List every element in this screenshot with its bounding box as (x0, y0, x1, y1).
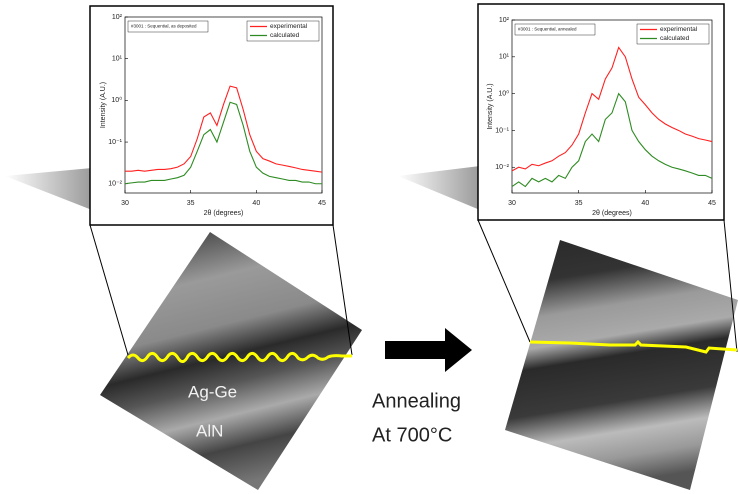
y-tick-label: 10⁰ (111, 96, 122, 104)
data-line (125, 85, 323, 173)
x-tick-label: 40 (252, 200, 260, 207)
y-tick-label: 10⁻² (495, 164, 509, 171)
y-tick-label: 10¹ (112, 56, 123, 63)
x-tick-label: 35 (575, 200, 583, 207)
layer-label: Ag-Ge (188, 382, 237, 401)
x-tick-label: 30 (508, 200, 516, 207)
shadow (5, 168, 92, 210)
y-tick-label: 10⁻¹ (495, 127, 509, 134)
x-tick-label: 35 (187, 200, 195, 207)
legend-label: calculated (270, 32, 300, 39)
annotation: #3001 : Sequential, as deposited (131, 24, 197, 29)
interface-line (126, 351, 352, 363)
annotation-box (514, 23, 596, 36)
y-tick-label: 10⁻² (108, 181, 122, 188)
data-line (124, 101, 322, 185)
zoom-line (332, 224, 353, 356)
process-label: At 700°C (372, 424, 452, 446)
tem-image (505, 240, 738, 490)
legend-label: calculated (660, 35, 690, 42)
zoom-line (89, 224, 129, 356)
y-tick-label: 10² (499, 17, 510, 24)
legend-label: experimental (660, 26, 698, 33)
chart: 30 35 40 45 10⁻² 10⁻¹ 10⁰ 10¹ 10² 2θ (degrees) Int… (89, 5, 334, 226)
x-tick-label: 40 (641, 200, 649, 207)
y-tick-label: 10⁰ (498, 89, 509, 97)
tem-image (100, 232, 362, 490)
y-axis-label: Intensity (A.U.) (100, 82, 107, 128)
y-tick-label: 10⁻¹ (108, 139, 122, 146)
plot-area (511, 19, 713, 194)
x-tick-label: 30 (121, 200, 129, 207)
charts: 30 35 40 45 10⁻² 10⁻¹ 10⁰ 10¹ 10² 2θ (degrees) Int… (89, 3, 725, 226)
legend-label: experimental (270, 23, 308, 30)
process-label: Annealing (372, 390, 461, 412)
data-line (511, 46, 713, 172)
chart: 30 35 40 45 10⁻² 10⁻¹ 10⁰ 10¹ 10² 2θ (degrees) Int… (477, 3, 725, 221)
zoom-line (477, 219, 531, 343)
x-tick-label: 45 (708, 200, 716, 207)
y-axis-label: Intensity (A.U.) (487, 83, 494, 129)
y-tick-label: 10¹ (499, 54, 510, 61)
layer-label: AlN (196, 421, 223, 440)
zoom-line (723, 219, 738, 353)
x-tick-label: 45 (318, 200, 326, 207)
shadow (398, 166, 480, 210)
data-line (511, 92, 713, 188)
x-axis-label: 2θ (degrees) (592, 210, 632, 217)
y-tick-label: 10² (112, 14, 123, 21)
interface-line (529, 339, 738, 354)
x-axis-label: 2θ (degrees) (204, 210, 244, 217)
annotation: #3001 : Sequential, annealed (518, 27, 577, 32)
annotation-box (127, 20, 209, 33)
arrow (385, 328, 472, 372)
